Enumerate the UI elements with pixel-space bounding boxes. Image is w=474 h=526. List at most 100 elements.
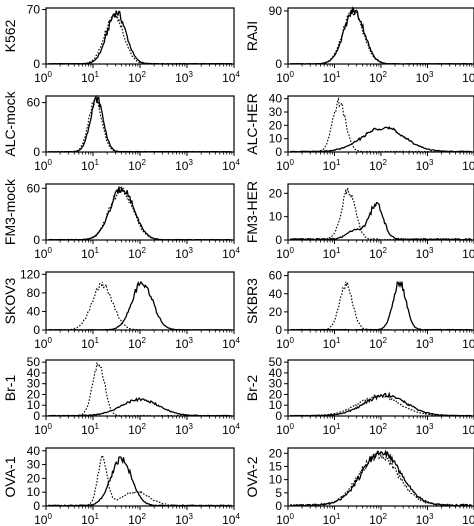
y-tick-label: 30 (269, 105, 283, 119)
x-tick-base: 10 (462, 513, 474, 526)
x-tick-base: 10 (81, 247, 95, 261)
histogram-solid-trace (290, 391, 472, 417)
x-tick-base: 10 (34, 71, 48, 85)
x-tick-label: 103 (416, 70, 434, 85)
x-tick-label: 103 (416, 246, 434, 261)
histogram-panel-alc-her: 100101102103104010203040ALC-HER (244, 92, 474, 173)
x-tick-exponent: 1 (94, 336, 99, 345)
x-tick-base: 10 (276, 247, 290, 261)
plot-frame (45, 359, 235, 417)
x-tick-label: 104 (462, 158, 474, 173)
y-tick-label: 0 (33, 323, 40, 337)
x-tick-base: 10 (175, 71, 189, 85)
x-tick-label: 103 (416, 336, 434, 351)
x-tick-exponent: 3 (188, 512, 193, 521)
y-tick-label: 0 (33, 499, 40, 513)
x-tick-label: 100 (34, 336, 52, 351)
x-tick-base: 10 (34, 513, 48, 526)
histogram-dotted-trace (48, 453, 232, 507)
histogram-dotted-trace (48, 362, 232, 417)
histogram-solid-trace (48, 10, 232, 65)
y-tick-label: 40 (269, 92, 283, 106)
x-tick-label: 100 (34, 246, 52, 261)
plot-frame (45, 271, 235, 331)
x-tick-base: 10 (369, 159, 383, 173)
x-tick-base: 10 (462, 423, 474, 437)
x-tick-base: 10 (276, 337, 290, 351)
x-tick-base: 10 (81, 71, 95, 85)
x-tick-exponent: 2 (382, 512, 387, 521)
x-tick-base: 10 (222, 423, 236, 437)
x-tick-exponent: 4 (235, 336, 240, 345)
x-tick-base: 10 (416, 337, 430, 351)
x-tick-base: 10 (222, 247, 236, 261)
y-axis-label: ALC-mock (2, 90, 18, 156)
x-tick-exponent: 0 (47, 246, 52, 255)
x-tick-base: 10 (34, 159, 48, 173)
x-tick-label: 104 (222, 422, 240, 437)
x-tick-label: 102 (128, 158, 146, 173)
plot-frame (45, 7, 235, 65)
x-tick-exponent: 0 (289, 246, 294, 255)
x-tick-base: 10 (128, 337, 142, 351)
x-tick-base: 10 (175, 159, 189, 173)
x-tick-label: 103 (175, 336, 193, 351)
histogram-dotted-trace (290, 187, 472, 241)
y-tick-label: 20 (27, 471, 41, 485)
histogram-solid-trace (48, 186, 232, 241)
x-tick-label: 100 (276, 158, 294, 173)
x-tick-exponent: 3 (429, 336, 434, 345)
x-tick-exponent: 0 (47, 70, 52, 79)
y-tick-label: 20 (27, 387, 41, 401)
x-tick-base: 10 (175, 513, 189, 526)
x-tick-label: 102 (128, 336, 146, 351)
histogram-dotted-trace (290, 8, 472, 65)
y-tick-label: 20 (269, 387, 283, 401)
x-tick-label: 101 (323, 336, 341, 351)
x-tick-exponent: 1 (336, 158, 341, 167)
x-tick-exponent: 0 (289, 158, 294, 167)
histogram-panel-ova-2: 10010110210310405101520OVA-2 (244, 446, 474, 526)
x-tick-label: 102 (128, 422, 146, 437)
x-tick-base: 10 (175, 247, 189, 261)
y-tick-label: 0 (275, 323, 282, 337)
y-axis-label: SKOV3 (2, 277, 18, 324)
histogram-solid-trace (289, 449, 472, 508)
x-tick-base: 10 (128, 71, 142, 85)
x-tick-exponent: 3 (429, 246, 434, 255)
histogram-dotted-trace (289, 450, 473, 507)
x-tick-exponent: 2 (382, 246, 387, 255)
histogram-dotted-trace (48, 12, 232, 65)
histogram-dotted-trace (290, 393, 472, 417)
x-tick-label: 104 (462, 70, 474, 85)
x-tick-exponent: 1 (336, 70, 341, 79)
y-axis-label: Br-2 (244, 375, 260, 402)
x-tick-exponent: 4 (235, 70, 240, 79)
y-tick-label: 120 (20, 267, 40, 281)
x-tick-base: 10 (369, 71, 383, 85)
plot-frame (45, 95, 235, 153)
x-tick-exponent: 3 (429, 512, 434, 521)
x-tick-exponent: 1 (336, 512, 341, 521)
x-tick-exponent: 0 (289, 422, 294, 431)
x-tick-exponent: 3 (429, 158, 434, 167)
x-tick-exponent: 0 (289, 512, 294, 521)
x-tick-base: 10 (462, 71, 474, 85)
x-tick-label: 102 (369, 70, 387, 85)
x-tick-base: 10 (323, 513, 337, 526)
x-tick-base: 10 (222, 337, 236, 351)
x-tick-exponent: 1 (336, 246, 341, 255)
x-tick-label: 101 (323, 422, 341, 437)
histogram-solid-trace (48, 456, 232, 507)
y-tick-label: 0 (275, 57, 282, 71)
x-tick-label: 101 (323, 70, 341, 85)
histogram-dotted-trace (48, 97, 232, 153)
x-tick-base: 10 (276, 159, 290, 173)
x-tick-label: 101 (323, 158, 341, 173)
x-tick-base: 10 (34, 423, 48, 437)
y-tick-label: 0 (275, 233, 282, 247)
y-axis-label: FM3-mock (2, 178, 18, 245)
x-tick-label: 100 (34, 512, 52, 526)
